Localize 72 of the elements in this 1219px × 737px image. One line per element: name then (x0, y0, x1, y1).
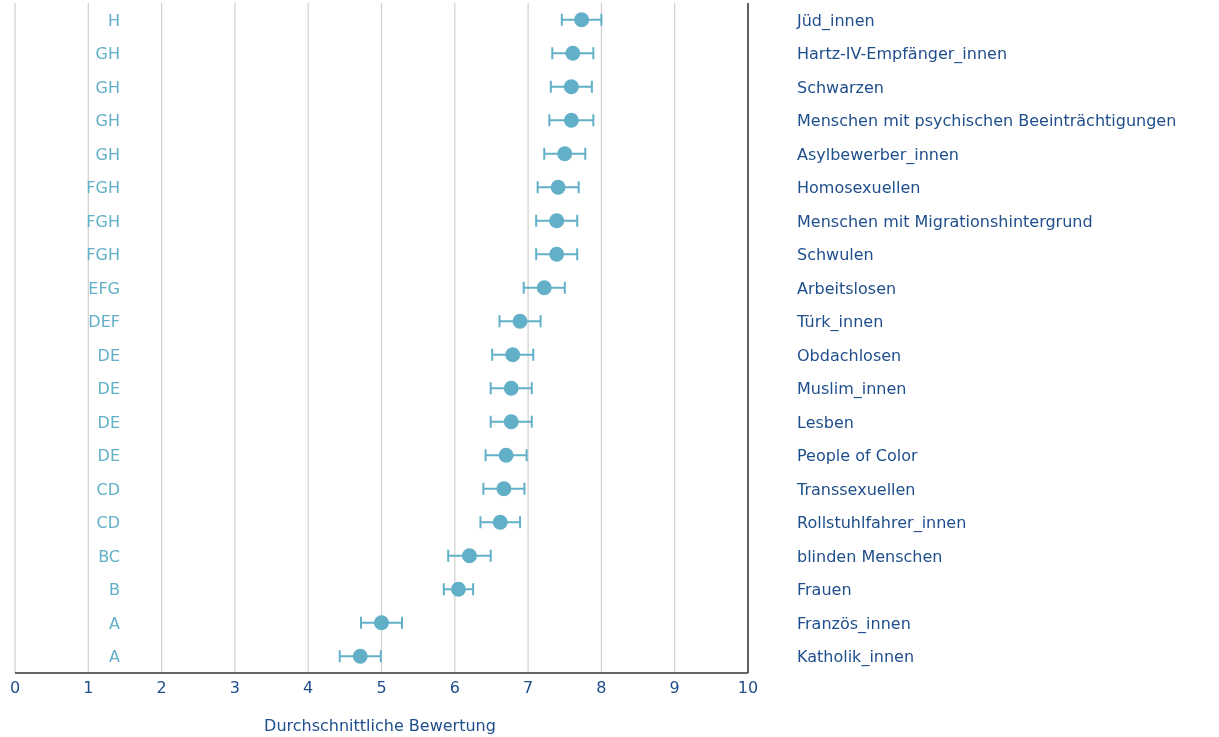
annotation: A (109, 647, 121, 667)
point (503, 380, 519, 396)
point (492, 514, 508, 530)
annotation: H (107, 10, 120, 30)
point (563, 112, 579, 128)
annotation: A (109, 613, 121, 633)
y-tick-label: Hartz-IV-Empfänger_innen (797, 44, 1008, 65)
y-tick-label: Menschen mit psychischen Beeinträchtigungen (797, 111, 1177, 131)
x-tick-label: 4 (303, 678, 314, 697)
point (512, 313, 528, 329)
annotation: GH (95, 77, 120, 97)
x-tick-label: 7 (523, 678, 534, 697)
point (352, 648, 368, 664)
y-tick-label: Rollstuhlfahrer_innen (797, 513, 967, 534)
y-tick-label: Homosexuellen (797, 178, 921, 198)
annotation: DEF (88, 312, 120, 332)
annotation: DE (97, 412, 120, 432)
point (496, 481, 512, 497)
annotation: BC (98, 546, 120, 566)
y-tick-label: Obdachlosen (797, 345, 902, 365)
y-tick-label: Schwarzen (797, 77, 884, 97)
point (574, 12, 590, 28)
y-tick-label: Transsexuellen (796, 479, 916, 499)
point (557, 146, 573, 162)
x-tick-label: 8 (596, 678, 607, 697)
annotation: GH (95, 111, 120, 131)
annotation: EFG (88, 278, 120, 298)
point (565, 45, 581, 61)
point (461, 548, 477, 564)
y-tick-label: blinden Menschen (797, 546, 943, 566)
y-tick-label: Türk_innen (796, 312, 884, 333)
y-tick-label: People of Color (797, 446, 918, 466)
point (536, 280, 552, 296)
annotation: GH (95, 44, 120, 64)
x-tick-label: 0 (9, 678, 21, 697)
point (505, 347, 521, 363)
y-tick-label: Frauen (797, 580, 852, 600)
x-tick-label: 5 (376, 678, 387, 697)
point (498, 447, 514, 463)
y-tick-label: Jüd_innen (796, 10, 875, 31)
y-tick-label: Schwulen (797, 245, 874, 265)
annotation: CD (96, 479, 120, 499)
annotation: FGH (86, 245, 120, 265)
x-tick-label: 10 (737, 678, 759, 697)
y-tick-label: Französ_innen (797, 613, 911, 634)
y-tick-label: Lesben (797, 412, 854, 432)
point (563, 79, 579, 95)
x-tick-label: 3 (229, 678, 240, 697)
x-tick-label: 6 (449, 678, 460, 697)
y-tick-label: Menschen mit Migrationshintergrund (797, 211, 1093, 231)
point (550, 179, 566, 195)
y-tick-label: Arbeitslosen (797, 278, 897, 298)
annotation: GH (95, 144, 120, 164)
annotation: DE (97, 379, 120, 399)
x-axis-title: Durchschnittliche Bewertung (264, 716, 496, 735)
y-tick-label: Muslim_innen (797, 379, 907, 400)
annotation: CD (96, 513, 120, 533)
point (549, 213, 565, 229)
point (503, 414, 519, 430)
annotation: B (109, 580, 120, 600)
y-tick-label: Asylbewerber_innen (797, 144, 959, 165)
annotation: FGH (86, 211, 120, 231)
annotation: DE (97, 446, 120, 466)
y-tick-label: Katholik_innen (797, 647, 915, 668)
x-tick-label: 9 (669, 678, 680, 697)
x-tick-label: 1 (83, 678, 94, 697)
annotation: DE (97, 345, 120, 365)
point (374, 615, 389, 631)
x-tick-label: 2 (156, 678, 167, 697)
annotation: FGH (86, 178, 120, 198)
point (549, 246, 565, 262)
point (450, 581, 466, 597)
